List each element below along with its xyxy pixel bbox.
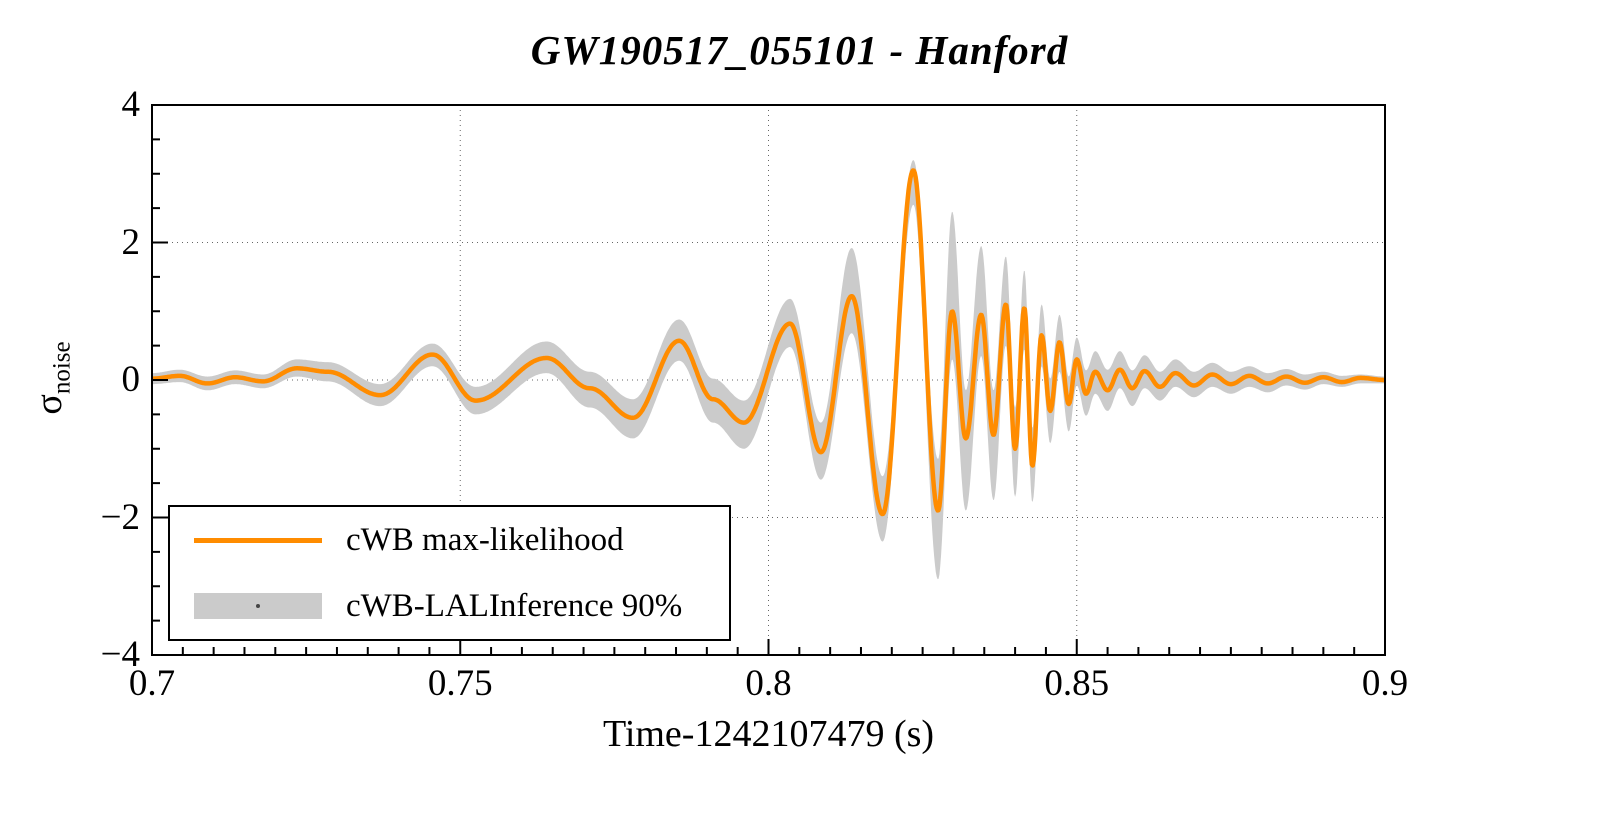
- legend-band-marker-dot: [256, 604, 260, 608]
- y-tick-label: −2: [100, 496, 140, 538]
- x-tick-label: 0.75: [427, 663, 493, 704]
- max-likelihood-line: [150, 168, 1387, 517]
- y-tick-label: 4: [121, 84, 141, 125]
- y-tick-label: 2: [121, 221, 141, 263]
- x-tick-label: 0.7: [128, 663, 176, 704]
- x-axis-label: Time-1242107479 (s): [602, 713, 935, 755]
- x-tick-label: 0.9: [1361, 663, 1409, 704]
- legend-band-label: cWB-LALInference 90%: [346, 587, 683, 624]
- page-title: GW190517_055101 - Hanford: [530, 27, 1069, 73]
- legend-line-label: cWB max-likelihood: [346, 521, 624, 558]
- x-tick-label: 0.8: [745, 663, 792, 704]
- x-tick-label: 0.85: [1044, 663, 1110, 704]
- legend-entry-band: cWB-LALInference 90%: [170, 573, 729, 639]
- y-tick-label: 0: [121, 359, 141, 400]
- y-tick-label: −4: [100, 634, 140, 675]
- legend: cWB max-likelihood cWB-LALInference 90%: [168, 505, 731, 641]
- legend-entry-line: cWB max-likelihood: [170, 507, 729, 573]
- legend-band-swatch: [194, 593, 322, 619]
- legend-line-swatch: [194, 537, 322, 543]
